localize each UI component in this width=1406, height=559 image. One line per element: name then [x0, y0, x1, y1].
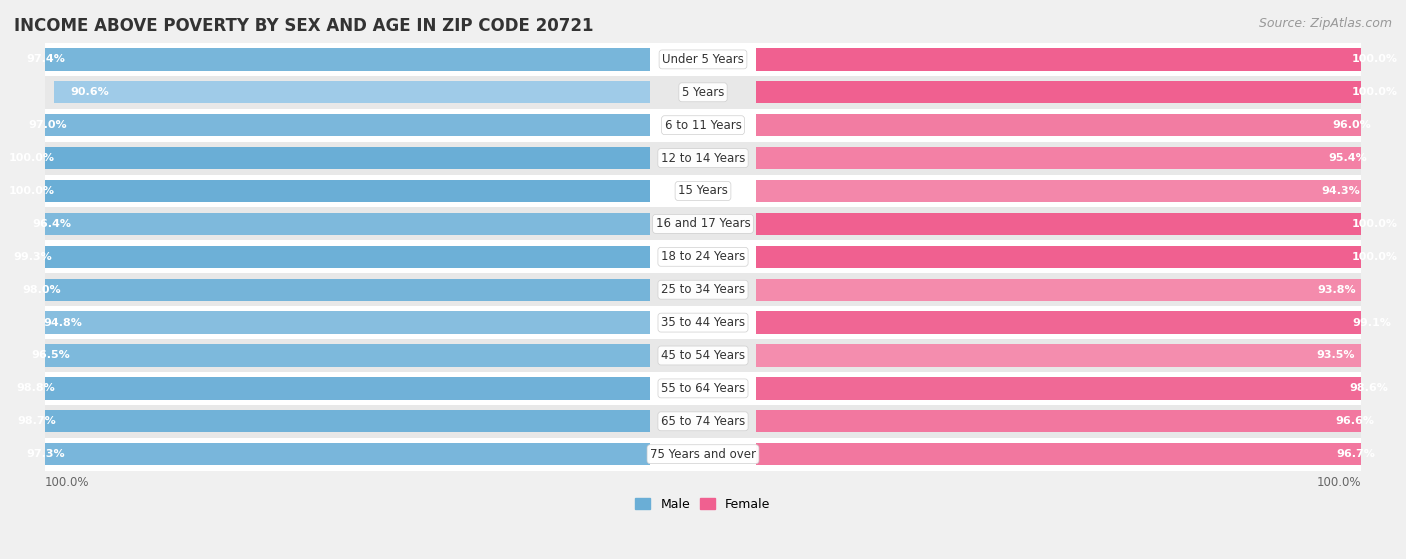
- Text: 100.0%: 100.0%: [1316, 476, 1361, 489]
- Text: 6 to 11 Years: 6 to 11 Years: [665, 119, 741, 132]
- Text: 94.8%: 94.8%: [44, 318, 82, 328]
- Text: 97.3%: 97.3%: [27, 449, 65, 459]
- Text: 96.0%: 96.0%: [1331, 120, 1371, 130]
- Text: 95.4%: 95.4%: [1329, 153, 1367, 163]
- Bar: [13, 114, 651, 136]
- Bar: [45, 141, 1361, 174]
- Text: 96.5%: 96.5%: [32, 350, 70, 361]
- Bar: [755, 48, 1406, 70]
- Bar: [755, 213, 1406, 235]
- Text: 93.8%: 93.8%: [1317, 285, 1357, 295]
- Bar: [755, 410, 1392, 433]
- Text: 55 to 64 Years: 55 to 64 Years: [661, 382, 745, 395]
- Bar: [15, 213, 651, 235]
- Text: 65 to 74 Years: 65 to 74 Years: [661, 415, 745, 428]
- Text: 16 and 17 Years: 16 and 17 Years: [655, 217, 751, 230]
- Bar: [755, 180, 1376, 202]
- Bar: [45, 306, 1361, 339]
- Text: 96.4%: 96.4%: [32, 219, 72, 229]
- Text: 18 to 24 Years: 18 to 24 Years: [661, 250, 745, 263]
- Text: 100.0%: 100.0%: [1351, 87, 1398, 97]
- Bar: [45, 273, 1361, 306]
- Text: Source: ZipAtlas.com: Source: ZipAtlas.com: [1258, 17, 1392, 30]
- Text: 97.0%: 97.0%: [28, 120, 67, 130]
- Bar: [45, 372, 1361, 405]
- Bar: [755, 245, 1406, 268]
- Bar: [0, 180, 651, 202]
- Text: 100.0%: 100.0%: [45, 476, 90, 489]
- Bar: [45, 405, 1361, 438]
- Bar: [45, 109, 1361, 141]
- Bar: [15, 344, 651, 367]
- Bar: [0, 245, 651, 268]
- Bar: [45, 339, 1361, 372]
- Text: 35 to 44 Years: 35 to 44 Years: [661, 316, 745, 329]
- Text: 25 to 34 Years: 25 to 34 Years: [661, 283, 745, 296]
- Text: 93.5%: 93.5%: [1316, 350, 1354, 361]
- Text: 45 to 54 Years: 45 to 54 Years: [661, 349, 745, 362]
- Bar: [55, 81, 651, 103]
- Text: 100.0%: 100.0%: [1351, 252, 1398, 262]
- Bar: [0, 147, 651, 169]
- Bar: [27, 311, 651, 334]
- Text: 96.6%: 96.6%: [1336, 416, 1375, 427]
- Text: 99.3%: 99.3%: [14, 252, 52, 262]
- Text: 100.0%: 100.0%: [8, 186, 55, 196]
- Bar: [0, 377, 651, 400]
- Bar: [45, 174, 1361, 207]
- Bar: [45, 76, 1361, 109]
- Text: 90.6%: 90.6%: [70, 87, 110, 97]
- Text: 100.0%: 100.0%: [8, 153, 55, 163]
- Bar: [755, 278, 1372, 301]
- Bar: [755, 344, 1371, 367]
- Bar: [755, 377, 1405, 400]
- Text: 99.1%: 99.1%: [1353, 318, 1392, 328]
- Text: 12 to 14 Years: 12 to 14 Years: [661, 151, 745, 164]
- Text: 5 Years: 5 Years: [682, 86, 724, 99]
- Bar: [6, 278, 651, 301]
- Text: 98.0%: 98.0%: [22, 285, 60, 295]
- Text: 100.0%: 100.0%: [1351, 219, 1398, 229]
- Text: 94.3%: 94.3%: [1322, 186, 1360, 196]
- Text: INCOME ABOVE POVERTY BY SEX AND AGE IN ZIP CODE 20721: INCOME ABOVE POVERTY BY SEX AND AGE IN Z…: [14, 17, 593, 35]
- Text: Under 5 Years: Under 5 Years: [662, 53, 744, 66]
- Text: 97.4%: 97.4%: [25, 54, 65, 64]
- Bar: [45, 207, 1361, 240]
- Text: 100.0%: 100.0%: [1351, 54, 1398, 64]
- Text: 75 Years and over: 75 Years and over: [650, 448, 756, 461]
- Text: 98.8%: 98.8%: [17, 383, 55, 394]
- Bar: [10, 48, 651, 70]
- Text: 96.7%: 96.7%: [1337, 449, 1375, 459]
- Text: 15 Years: 15 Years: [678, 184, 728, 197]
- Bar: [755, 81, 1406, 103]
- Bar: [755, 311, 1406, 334]
- Bar: [45, 240, 1361, 273]
- Bar: [45, 43, 1361, 76]
- Legend: Male, Female: Male, Female: [630, 492, 776, 516]
- Bar: [10, 443, 651, 466]
- Bar: [45, 438, 1361, 471]
- Text: 98.7%: 98.7%: [17, 416, 56, 427]
- Bar: [1, 410, 651, 433]
- Bar: [755, 147, 1384, 169]
- Text: 98.6%: 98.6%: [1350, 383, 1388, 394]
- Bar: [755, 443, 1392, 466]
- Bar: [755, 114, 1388, 136]
